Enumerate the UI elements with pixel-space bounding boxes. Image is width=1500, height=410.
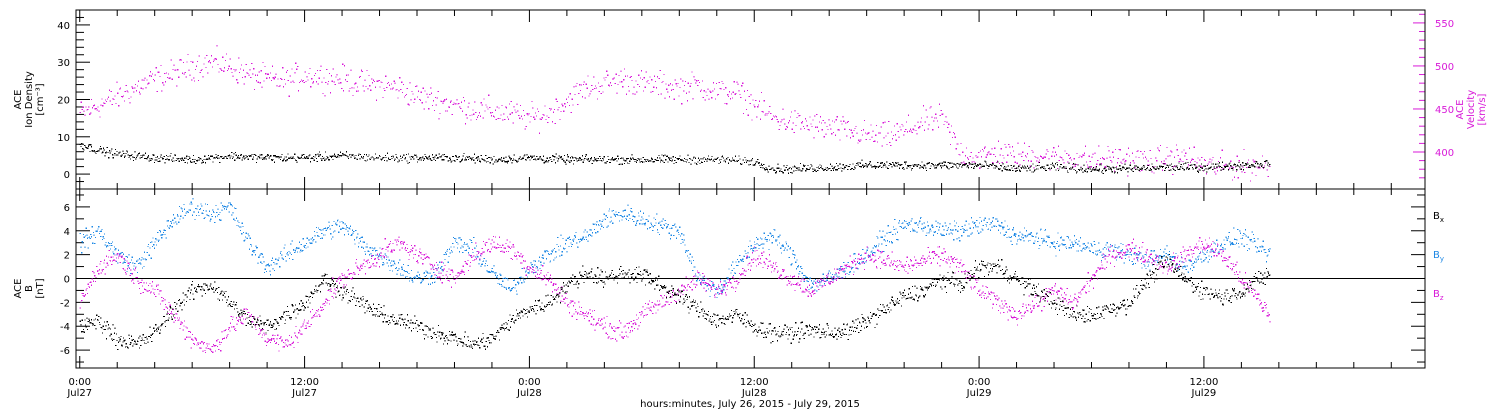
- velocity-y-tick-label: 400: [1435, 148, 1454, 159]
- bx-points: [79, 253, 1271, 351]
- velocity-y-label-line: Velocity: [1466, 90, 1477, 129]
- x-axis-title: hours:minutes, July 26, 2015 - July 29, …: [640, 399, 860, 410]
- date-tick-label: Jul28: [741, 388, 767, 399]
- legend-subscript: y: [1440, 255, 1444, 263]
- field-y-label-line: B: [24, 285, 35, 292]
- date-tick-label: Jul27: [291, 388, 317, 399]
- field-y-tick-label: 2: [64, 251, 70, 262]
- density-y-label: ACE Ion Density [cm⁻³]: [13, 71, 46, 128]
- field-y-tick-label: 4: [64, 227, 70, 238]
- time-tick-label: 12:00: [290, 377, 319, 388]
- density-y-tick-label: 20: [57, 96, 70, 107]
- field-y-label-line: [nT]: [35, 278, 46, 298]
- velocity-y-label: ACE Velocity [km/s]: [1455, 90, 1488, 129]
- time-tick-label: 0:00: [968, 377, 990, 388]
- velocity-y-label-line: [km/s]: [1477, 93, 1488, 125]
- legend-by: By: [1433, 250, 1444, 263]
- legend-subscript: x: [1440, 216, 1444, 224]
- time-axis: 0:00Jul2712:00Jul270:00Jul2812:00Jul280:…: [66, 10, 1392, 399]
- date-tick-label: Jul27: [66, 388, 92, 399]
- date-tick-label: Jul29: [1191, 388, 1217, 399]
- velocity-y-tick-label: 450: [1435, 105, 1454, 116]
- velocity-y-tick-label: 500: [1435, 62, 1454, 73]
- by-points: [79, 198, 1271, 299]
- field-y-tick-label: 0: [64, 275, 70, 286]
- legend-subscript: z: [1440, 294, 1444, 302]
- field-y-tick-label: -4: [60, 322, 70, 333]
- density-y-tick-label: 10: [57, 133, 70, 144]
- field-y-label: ACE B [nT]: [13, 278, 46, 298]
- date-tick-label: Jul28: [516, 388, 542, 399]
- time-tick-label: 12:00: [1189, 377, 1218, 388]
- density-points: [79, 143, 1271, 174]
- density-y-label-line: Ion Density: [24, 71, 35, 128]
- density-y-tick-label: 40: [57, 21, 70, 32]
- density-y-tick-label: 30: [57, 58, 70, 69]
- velocity-y-tick-label: 550: [1435, 19, 1454, 30]
- magnetic-field-frame: [75, 188, 1426, 369]
- time-tick-label: 12:00: [740, 377, 769, 388]
- density-y-label-line: [cm⁻³]: [35, 83, 46, 115]
- time-tick-label: 0:00: [69, 377, 91, 388]
- density-y-label-line: ACE: [13, 90, 24, 110]
- time-tick-label: 0:00: [518, 377, 540, 388]
- velocity-y-label-line: ACE: [1455, 100, 1466, 120]
- density-y-tick-label: 0: [64, 170, 70, 181]
- legend-bz: Bz: [1433, 289, 1444, 302]
- legend-bx: Bx: [1433, 211, 1444, 224]
- date-tick-label: Jul29: [966, 388, 992, 399]
- field-y-label-line: ACE: [13, 279, 24, 299]
- field-y-tick-label: -2: [60, 298, 70, 309]
- field-y-tick-label: 6: [64, 203, 70, 214]
- field-y-tick-label: -6: [60, 346, 70, 357]
